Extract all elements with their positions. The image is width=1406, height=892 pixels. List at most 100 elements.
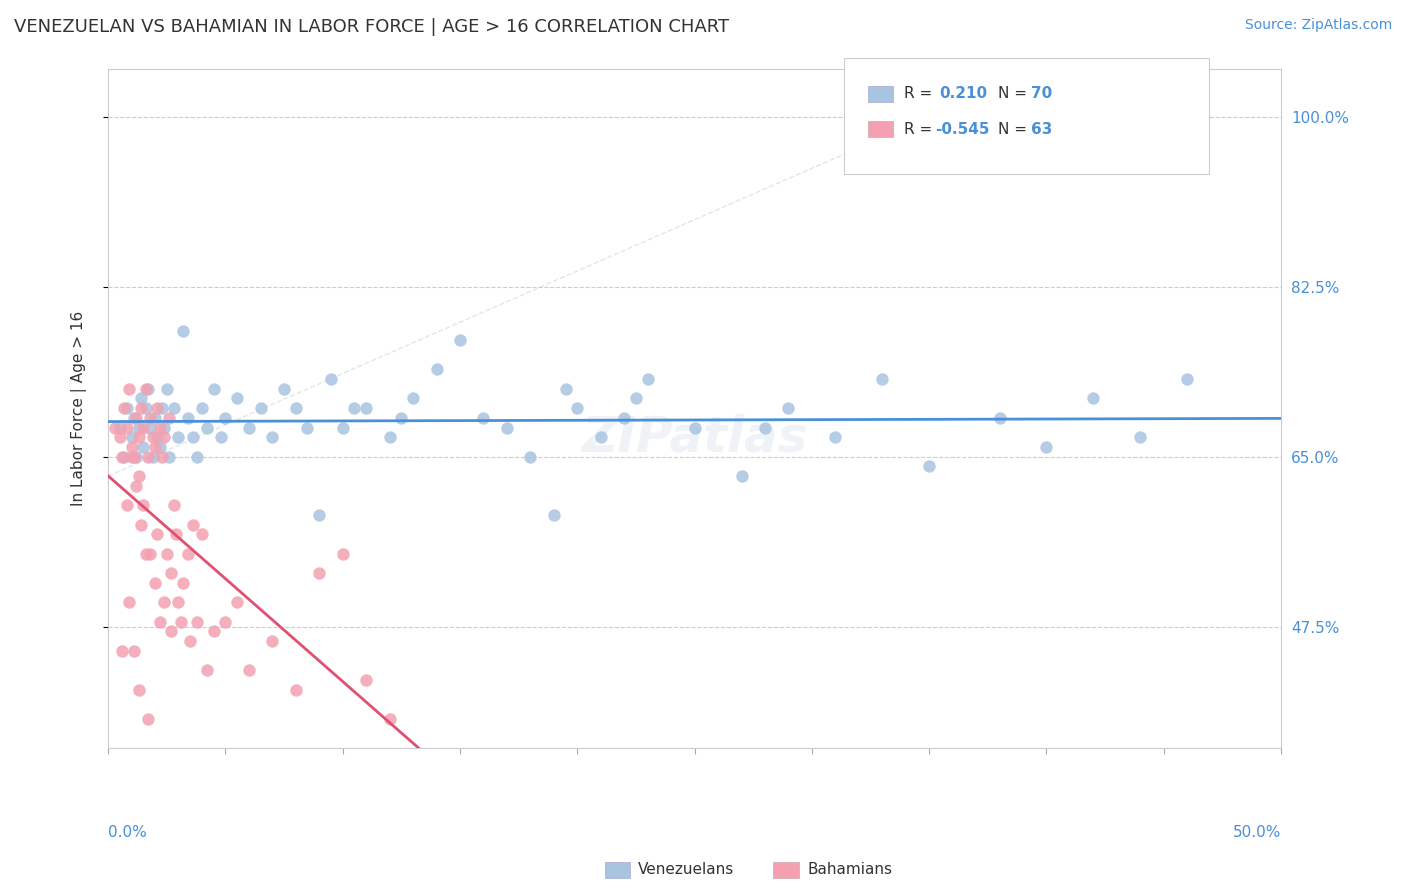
Point: [918, 459, 941, 474]
Point: [354, 673, 377, 687]
Point: [149, 440, 172, 454]
Point: [214, 410, 236, 425]
Point: [496, 420, 519, 434]
Text: Source: ZipAtlas.com: Source: ZipAtlas.com: [1244, 18, 1392, 32]
Point: [754, 420, 776, 434]
Point: [683, 420, 706, 434]
Point: [122, 644, 145, 658]
Point: [172, 324, 194, 338]
Point: [472, 410, 495, 425]
Point: [1129, 430, 1152, 444]
Point: [128, 430, 150, 444]
Point: [157, 450, 180, 464]
Point: [118, 382, 141, 396]
Point: [150, 450, 173, 464]
Point: [589, 430, 612, 444]
Point: [284, 682, 307, 697]
Text: ZIPatlas: ZIPatlas: [581, 413, 808, 461]
Point: [308, 566, 330, 581]
Point: [139, 547, 162, 561]
Point: [136, 450, 159, 464]
Point: [186, 615, 208, 629]
Point: [156, 382, 179, 396]
Point: [988, 410, 1011, 425]
Point: [778, 401, 800, 416]
Point: [308, 508, 330, 522]
Point: [167, 430, 190, 444]
Point: [195, 420, 218, 434]
Point: [449, 333, 471, 347]
Point: [150, 401, 173, 416]
Point: [238, 420, 260, 434]
Point: [554, 382, 576, 396]
Point: [249, 401, 271, 416]
Point: [143, 410, 166, 425]
Point: [186, 450, 208, 464]
Text: 70: 70: [1031, 87, 1052, 101]
Point: [153, 595, 176, 609]
Point: [121, 450, 143, 464]
Point: [121, 430, 143, 444]
Point: [143, 440, 166, 454]
Point: [1035, 440, 1057, 454]
Point: [125, 450, 148, 464]
Point: [167, 595, 190, 609]
Point: [179, 634, 201, 648]
Point: [129, 517, 152, 532]
Point: [135, 547, 157, 561]
Point: [118, 595, 141, 609]
Point: [202, 624, 225, 639]
Point: [142, 450, 165, 464]
Point: [143, 575, 166, 590]
Point: [149, 615, 172, 629]
Text: VENEZUELAN VS BAHAMIAN IN LABOR FORCE | AGE > 16 CORRELATION CHART: VENEZUELAN VS BAHAMIAN IN LABOR FORCE | …: [14, 18, 730, 36]
Point: [111, 644, 134, 658]
Point: [129, 401, 152, 416]
Point: [637, 372, 659, 386]
Point: [149, 420, 172, 434]
Point: [136, 382, 159, 396]
Point: [122, 450, 145, 464]
Point: [125, 410, 148, 425]
Text: Venezuelans: Venezuelans: [638, 863, 734, 877]
Point: [128, 469, 150, 483]
Text: 50.0%: 50.0%: [1233, 825, 1281, 840]
Point: [519, 450, 541, 464]
Point: [402, 392, 425, 406]
Point: [262, 634, 284, 648]
Y-axis label: In Labor Force | Age > 16: In Labor Force | Age > 16: [72, 310, 87, 506]
Point: [824, 430, 846, 444]
Point: [128, 420, 150, 434]
Point: [567, 401, 589, 416]
Point: [191, 527, 214, 541]
Point: [389, 410, 412, 425]
Point: [128, 682, 150, 697]
Point: [135, 401, 157, 416]
Point: [122, 410, 145, 425]
Point: [425, 362, 447, 376]
Point: [132, 440, 155, 454]
Point: [114, 401, 136, 416]
Point: [378, 712, 401, 726]
Point: [1175, 372, 1198, 386]
Point: [354, 401, 377, 416]
Point: [181, 517, 204, 532]
Point: [332, 547, 354, 561]
Point: [181, 430, 204, 444]
Text: 0.0%: 0.0%: [108, 825, 146, 840]
Point: [139, 420, 162, 434]
Point: [142, 430, 165, 444]
Point: [191, 401, 214, 416]
Point: [613, 410, 636, 425]
Text: N =: N =: [998, 87, 1032, 101]
Point: [129, 392, 152, 406]
Point: [226, 392, 249, 406]
Point: [139, 410, 162, 425]
Point: [163, 498, 186, 512]
Point: [111, 450, 134, 464]
Point: [177, 547, 200, 561]
Point: [1083, 392, 1105, 406]
Point: [104, 420, 127, 434]
Point: [730, 469, 752, 483]
Point: [378, 430, 401, 444]
